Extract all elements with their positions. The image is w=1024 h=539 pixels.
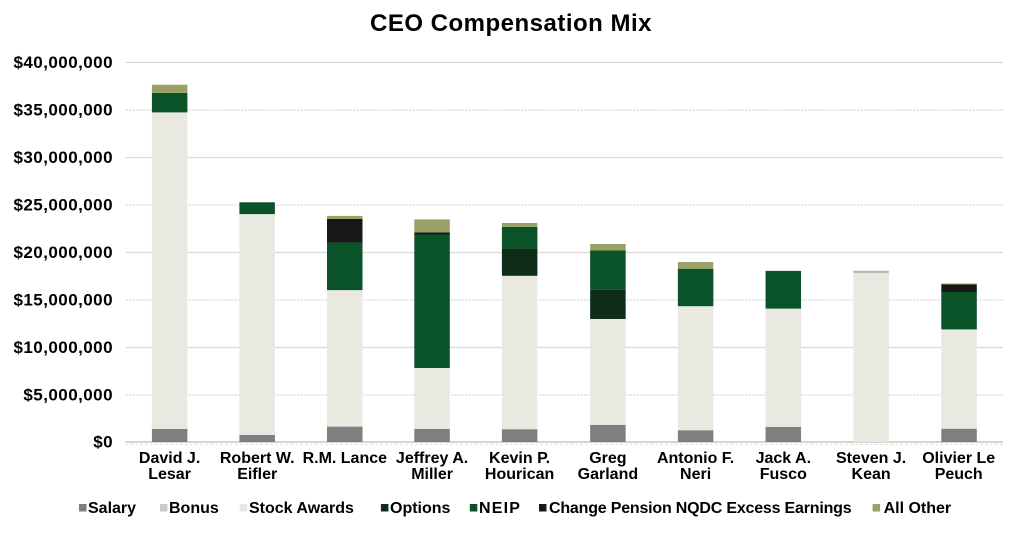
svg-text:Lesar: Lesar	[148, 466, 191, 483]
svg-text:Kevin P.: Kevin P.	[489, 450, 550, 467]
svg-text:Greg: Greg	[589, 450, 626, 467]
svg-text:Stock Awards: Stock Awards	[249, 500, 354, 517]
svg-text:Fusco: Fusco	[760, 466, 807, 483]
svg-text:$35,000,000: $35,000,000	[14, 101, 114, 120]
svg-text:CEO Compensation Mix: CEO Compensation Mix	[370, 10, 652, 37]
svg-text:NEIP: NEIP	[479, 500, 521, 517]
svg-text:$30,000,000: $30,000,000	[14, 148, 114, 167]
svg-text:Jack A.: Jack A.	[756, 450, 811, 467]
svg-text:Change Pension NQDC Excess Ear: Change Pension NQDC Excess Earnings	[549, 500, 852, 517]
svg-text:Robert W.: Robert W.	[220, 450, 295, 467]
svg-text:Salary: Salary	[88, 500, 136, 517]
svg-text:$20,000,000: $20,000,000	[14, 243, 114, 262]
svg-text:Peuch: Peuch	[935, 466, 983, 483]
svg-text:Kean: Kean	[852, 466, 891, 483]
svg-text:$5,000,000: $5,000,000	[23, 386, 113, 405]
svg-text:Steven J.: Steven J.	[836, 450, 906, 467]
svg-text:Bonus: Bonus	[169, 500, 219, 517]
svg-text:R.M. Lance: R.M. Lance	[303, 450, 388, 467]
svg-text:Olivier Le: Olivier Le	[922, 450, 995, 467]
svg-text:$0: $0	[93, 433, 113, 452]
svg-text:$10,000,000: $10,000,000	[14, 338, 114, 357]
svg-text:Neri: Neri	[680, 466, 711, 483]
svg-text:All Other: All Other	[884, 500, 952, 517]
svg-text:Eifler: Eifler	[237, 466, 277, 483]
svg-text:$40,000,000: $40,000,000	[14, 53, 114, 72]
svg-text:Options: Options	[390, 500, 451, 517]
svg-text:Garland: Garland	[578, 466, 638, 483]
svg-text:Jeffrey A.: Jeffrey A.	[396, 450, 468, 467]
svg-text:Hourican: Hourican	[485, 466, 554, 483]
svg-text:Miller: Miller	[411, 466, 453, 483]
svg-text:David J.: David J.	[139, 450, 200, 467]
svg-text:Antonio F.: Antonio F.	[657, 450, 734, 467]
svg-text:$15,000,000: $15,000,000	[14, 291, 114, 310]
svg-text:$25,000,000: $25,000,000	[14, 196, 114, 215]
